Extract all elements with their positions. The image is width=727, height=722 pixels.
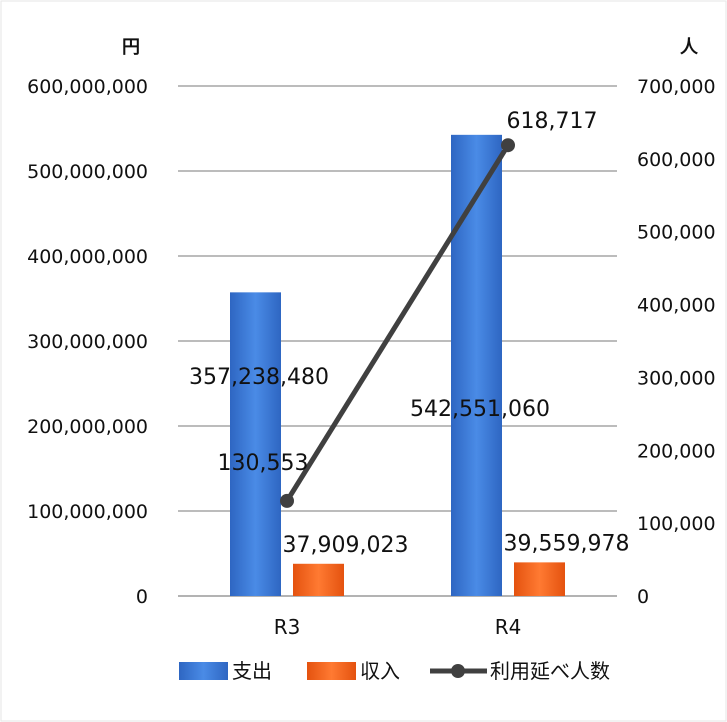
bar-支出-R4 — [451, 134, 502, 596]
data-label-利用延べ人数: 618,717 — [507, 109, 598, 134]
legend-swatch-支出 — [179, 662, 228, 680]
right-tick-label: 600,000 — [637, 149, 716, 171]
data-label-利用延べ人数: 130,553 — [218, 451, 309, 476]
x-axis-categories: R3 R4 — [274, 615, 522, 639]
bar-収入-R3 — [293, 563, 344, 596]
right-tick-label: 400,000 — [637, 295, 716, 317]
left-axis: 0 100,000,000 200,000,000 300,000,000 400,00… — [27, 76, 148, 608]
category-label: R4 — [495, 615, 522, 639]
left-tick-label: 200,000,000 — [27, 416, 148, 438]
left-tick-label: 600,000,000 — [27, 76, 148, 98]
left-tick-label: 100,000,000 — [27, 501, 148, 523]
data-labels: 357,238,480 542,551,060 37,909,023 39,559,9… — [189, 109, 629, 558]
left-axis-unit: 円 — [122, 37, 140, 58]
legend: 支出 収入 利用延べ人数 — [179, 659, 610, 683]
data-label-支出: 357,238,480 — [189, 365, 329, 390]
right-tick-label: 700,000 — [637, 76, 716, 98]
right-axis-unit: 人 — [680, 37, 699, 58]
data-label-収入: 37,909,023 — [283, 533, 409, 558]
data-label-支出: 542,551,060 — [410, 397, 550, 422]
right-axis: 0 100,000 200,000 300,000 400,000 500,000 600,… — [637, 76, 716, 608]
right-tick-label: 100,000 — [637, 513, 716, 535]
line-point-R3 — [280, 493, 294, 508]
legend-marker-利用延べ人数 — [451, 664, 465, 678]
legend-label-収入: 収入 — [360, 659, 400, 683]
line-point-R4 — [501, 138, 515, 153]
data-label-収入: 39,559,978 — [504, 531, 630, 556]
left-tick-label: 0 — [136, 586, 148, 608]
bars — [230, 134, 565, 596]
right-tick-label: 500,000 — [637, 222, 716, 244]
right-tick-label: 200,000 — [637, 440, 716, 462]
bar-支出-R3 — [230, 292, 281, 596]
left-tick-label: 400,000,000 — [27, 246, 148, 268]
right-tick-label: 300,000 — [637, 367, 716, 389]
left-tick-label: 300,000,000 — [27, 331, 148, 353]
left-tick-label: 500,000,000 — [27, 161, 148, 183]
legend-label-支出: 支出 — [232, 659, 272, 683]
category-label: R3 — [274, 615, 301, 639]
line-series — [280, 138, 515, 508]
line-利用延べ人数 — [284, 143, 511, 503]
bar-収入-R4 — [514, 562, 565, 596]
legend-label-利用延べ人数: 利用延べ人数 — [490, 659, 610, 683]
legend-swatch-収入 — [307, 662, 356, 680]
right-tick-label: 0 — [637, 586, 649, 608]
